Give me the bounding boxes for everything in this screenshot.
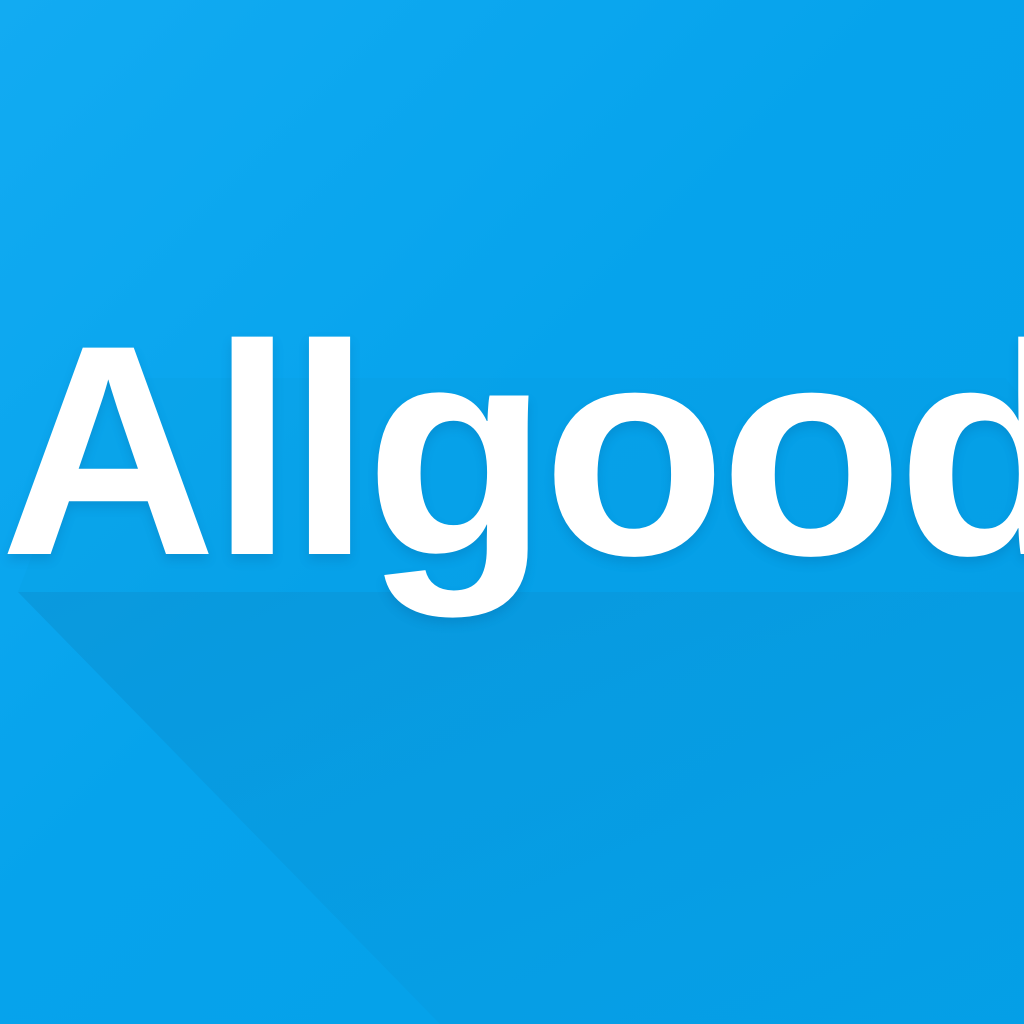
- logo-wordmark: Allgood: [0, 282, 1024, 618]
